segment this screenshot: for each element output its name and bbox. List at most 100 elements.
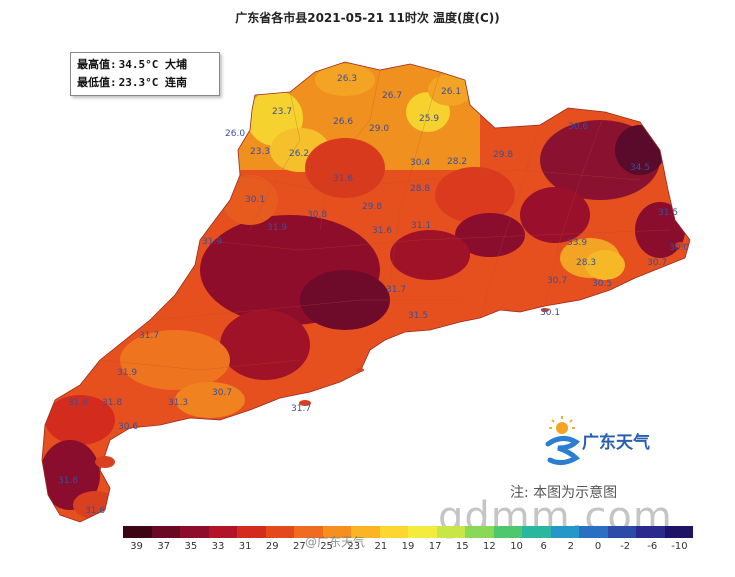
temp-label: 30.1 bbox=[245, 195, 266, 205]
legend-swatch bbox=[208, 526, 237, 538]
legend-tick-label: -6 bbox=[647, 541, 658, 552]
temp-label: 29.0 bbox=[369, 124, 390, 134]
legend-tick-label: 10 bbox=[510, 541, 523, 552]
temp-label: 31.3 bbox=[168, 398, 189, 408]
legend-tick-label: 12 bbox=[483, 541, 496, 552]
temp-label: 31.8 bbox=[58, 476, 79, 486]
temp-label: 30.6 bbox=[568, 122, 589, 132]
legend-tick-label: -2 bbox=[620, 541, 631, 552]
weibo-watermark: @广东天气 bbox=[305, 535, 366, 549]
temp-label: 29.8 bbox=[493, 150, 514, 160]
guangdong-weather-logo bbox=[545, 416, 581, 466]
temp-label: 31.9 bbox=[202, 237, 223, 247]
temp-label: 31.7 bbox=[291, 404, 312, 414]
legend-swatch bbox=[636, 526, 665, 538]
temp-label: 31.5 bbox=[658, 208, 679, 218]
temp-label: 28.8 bbox=[410, 184, 431, 194]
temp-label: 28.3 bbox=[576, 258, 597, 268]
legend-swatch bbox=[294, 526, 323, 538]
temp-label: 29.8 bbox=[362, 202, 383, 212]
legend-swatch bbox=[351, 526, 380, 538]
temp-label: 30.0 bbox=[669, 243, 690, 253]
max-label: 最高值: bbox=[77, 58, 117, 71]
temp-label: 26.6 bbox=[333, 117, 354, 127]
temp-label: 26.7 bbox=[382, 91, 403, 101]
color-legend-ticks: 39 37 35 33 31 29 27 25 23 21 19 17 15 12 10 6 2 0 -2 -6 -10 bbox=[123, 541, 693, 555]
legend-swatch bbox=[408, 526, 437, 538]
sun-icon bbox=[549, 416, 575, 434]
legend-tick-label: 6 bbox=[540, 541, 547, 552]
islands bbox=[95, 242, 685, 468]
temp-label: 30.7 bbox=[547, 276, 568, 286]
legend-swatch bbox=[151, 526, 180, 538]
legend-swatch bbox=[579, 526, 608, 538]
min-label: 最低值: bbox=[77, 76, 117, 89]
temp-label: 31.6 bbox=[85, 506, 106, 516]
legend-tick-label: 17 bbox=[428, 541, 442, 552]
legend-tick-label: 35 bbox=[184, 541, 198, 552]
temp-label: 31.8 bbox=[102, 398, 123, 408]
temp-label: 31.6 bbox=[372, 226, 393, 236]
legend-tick-label: 37 bbox=[157, 541, 171, 552]
temp-label: 31.7 bbox=[386, 285, 407, 295]
temp-label: 30.5 bbox=[592, 279, 613, 289]
legend-tick-label: 33 bbox=[211, 541, 225, 552]
temp-label: 28.2 bbox=[447, 157, 468, 167]
temp-label: 33.9 bbox=[567, 238, 588, 248]
temp-label: 31.9 bbox=[267, 223, 288, 233]
temp-label: 30.1 bbox=[540, 308, 561, 318]
temp-label: 30.4 bbox=[410, 158, 431, 168]
legend-swatch bbox=[265, 526, 294, 538]
temp-label: 30.6 bbox=[118, 422, 139, 432]
county-boundaries bbox=[99, 69, 671, 371]
temp-label: 23.7 bbox=[272, 107, 293, 117]
temp-label: 31.6 bbox=[333, 174, 354, 184]
temp-label: 31.5 bbox=[408, 311, 429, 321]
temp-label: 26.3 bbox=[337, 74, 358, 84]
legend-tick-label: 15 bbox=[455, 541, 469, 552]
legend-tick-label: 25 bbox=[320, 541, 333, 552]
legend-swatch bbox=[123, 526, 152, 538]
min-value: 23.3°C 连南 bbox=[118, 76, 187, 89]
extremes-box: 最高值: 34.5°C 大埔 最低值: 23.3°C 连南 bbox=[70, 52, 220, 96]
max-value: 34.5°C 大埔 bbox=[118, 58, 187, 71]
legend-swatch bbox=[550, 526, 579, 538]
legend-tick-label: 23 bbox=[347, 541, 361, 552]
temp-label: 26.1 bbox=[441, 87, 462, 97]
legend-swatch bbox=[607, 526, 636, 538]
legend-swatch bbox=[465, 526, 494, 538]
legend-swatch bbox=[237, 526, 266, 538]
legend-swatch bbox=[436, 526, 465, 538]
legend-swatch bbox=[180, 526, 209, 538]
temp-label: 30.8 bbox=[307, 210, 328, 220]
legend-tick-label: 2 bbox=[567, 541, 575, 552]
max-row: 最高值: 34.5°C 大埔 bbox=[77, 56, 213, 74]
cloud-swirl-icon bbox=[545, 436, 581, 466]
map-title: 广东省各市县2021-05-21 11时次 温度(度(C)) bbox=[235, 11, 500, 25]
logo-text: 广东天气 bbox=[582, 433, 650, 453]
legend-tick-label: 31 bbox=[238, 541, 252, 552]
temp-label: 30.7 bbox=[212, 388, 233, 398]
legend-tick-label: 0 bbox=[594, 541, 602, 552]
temp-label: 23.3 bbox=[250, 147, 271, 157]
color-legend-bar bbox=[123, 526, 693, 538]
legend-tick-label: 19 bbox=[401, 541, 415, 552]
temp-label: 31.1 bbox=[411, 221, 432, 231]
legend-swatch bbox=[379, 526, 408, 538]
legend-tick-label: -10 bbox=[671, 541, 688, 552]
legend-swatch bbox=[322, 526, 351, 538]
temp-label: 26.2 bbox=[289, 149, 310, 159]
legend-tick-label: 39 bbox=[130, 541, 143, 552]
legend-swatch bbox=[493, 526, 522, 538]
temp-label: 31.6 bbox=[68, 398, 89, 408]
temp-label: 30.7 bbox=[647, 258, 668, 268]
legend-swatch bbox=[522, 526, 551, 538]
legend-tick-label: 29 bbox=[265, 541, 279, 552]
temp-label: 31.9 bbox=[117, 368, 138, 378]
temp-label: 31.7 bbox=[139, 331, 160, 341]
legend-swatch bbox=[664, 526, 693, 538]
min-row: 最低值: 23.3°C 连南 bbox=[77, 74, 213, 92]
schematic-note: 注: 本图为示意图 bbox=[510, 485, 618, 501]
temp-label: 26.0 bbox=[225, 129, 246, 139]
